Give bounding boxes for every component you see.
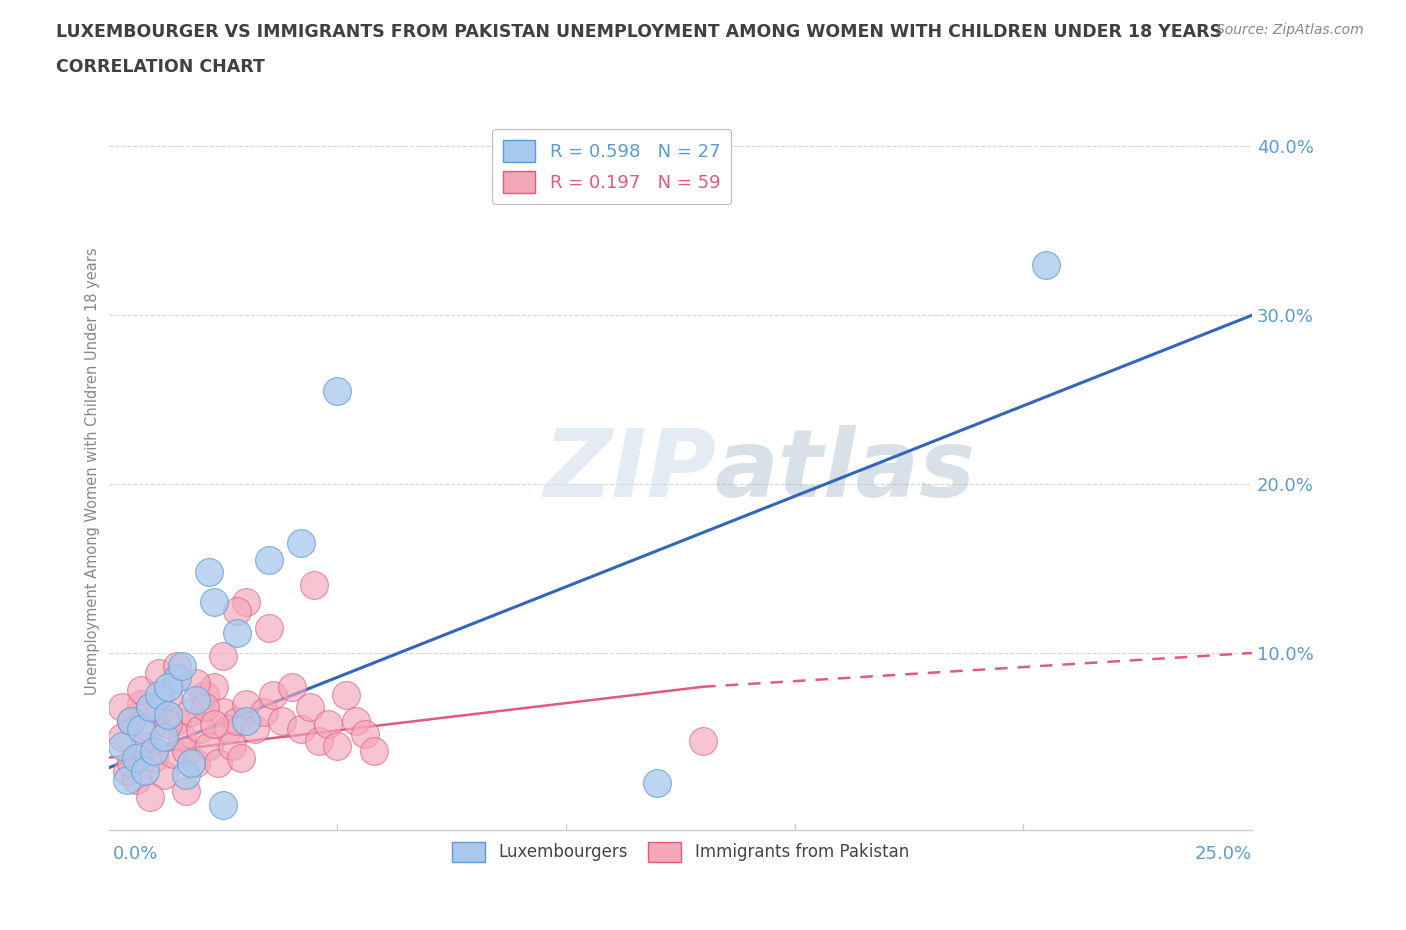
Point	[257, 620, 280, 635]
Point	[157, 679, 180, 694]
Point	[235, 595, 257, 610]
Point	[198, 738, 221, 753]
Point	[304, 578, 326, 593]
Point	[139, 722, 162, 737]
Point	[225, 625, 247, 640]
Point	[225, 713, 247, 728]
Point	[139, 699, 162, 714]
Point	[176, 767, 198, 782]
Point	[176, 743, 198, 758]
Point	[316, 716, 339, 731]
Point	[194, 688, 217, 703]
Point	[166, 713, 188, 728]
Point	[290, 722, 312, 737]
Point	[212, 798, 235, 813]
Point	[148, 705, 170, 720]
Point	[184, 676, 207, 691]
Point	[157, 708, 180, 723]
Point	[212, 705, 235, 720]
Point	[180, 705, 202, 720]
Point	[125, 772, 148, 787]
Point	[157, 688, 180, 703]
Point	[166, 671, 188, 685]
Point	[235, 697, 257, 711]
Point	[271, 713, 294, 728]
Point	[148, 666, 170, 681]
Point	[231, 751, 253, 765]
Point	[129, 683, 152, 698]
Text: atlas: atlas	[714, 425, 976, 517]
Point	[326, 738, 349, 753]
Point	[129, 697, 152, 711]
Point	[207, 755, 229, 770]
Point	[280, 679, 302, 694]
Point	[129, 722, 152, 737]
Point	[212, 649, 235, 664]
Point	[139, 789, 162, 804]
Point	[225, 604, 247, 618]
Point	[170, 659, 193, 674]
Point	[202, 595, 225, 610]
Y-axis label: Unemployment Among Women with Children Under 18 years: Unemployment Among Women with Children U…	[86, 247, 100, 696]
Point	[148, 688, 170, 703]
Point	[647, 776, 669, 790]
Point	[121, 713, 143, 728]
Point	[257, 552, 280, 567]
Point	[344, 713, 367, 728]
Point	[115, 772, 138, 787]
Point	[152, 730, 174, 745]
Point	[262, 688, 284, 703]
Point	[253, 705, 276, 720]
Point	[157, 716, 180, 731]
Point	[184, 693, 207, 708]
Point	[166, 659, 188, 674]
Point	[194, 699, 217, 714]
Point	[184, 755, 207, 770]
Point	[134, 764, 156, 778]
Point	[111, 738, 134, 753]
Point	[243, 722, 266, 737]
Point	[202, 716, 225, 731]
Text: 25.0%: 25.0%	[1195, 845, 1251, 863]
Text: LUXEMBOURGER VS IMMIGRANTS FROM PAKISTAN UNEMPLOYMENT AMONG WOMEN WITH CHILDREN : LUXEMBOURGER VS IMMIGRANTS FROM PAKISTAN…	[56, 23, 1222, 41]
Text: Source: ZipAtlas.com: Source: ZipAtlas.com	[1216, 23, 1364, 37]
Text: 0.0%: 0.0%	[114, 845, 159, 863]
Point	[290, 536, 312, 551]
Point	[298, 699, 321, 714]
Point	[217, 722, 239, 737]
Point	[143, 751, 166, 765]
Point	[202, 679, 225, 694]
Point	[1035, 258, 1057, 272]
Point	[170, 730, 193, 745]
Point	[692, 734, 714, 749]
Text: CORRELATION CHART: CORRELATION CHART	[56, 58, 266, 75]
Point	[111, 730, 134, 745]
Text: ZIP: ZIP	[543, 425, 716, 517]
Point	[308, 734, 330, 749]
Point	[221, 738, 243, 753]
Legend: Luxembourgers, Immigrants from Pakistan: Luxembourgers, Immigrants from Pakistan	[446, 835, 915, 869]
Point	[235, 713, 257, 728]
Point	[180, 755, 202, 770]
Point	[125, 751, 148, 765]
Point	[198, 565, 221, 579]
Point	[143, 743, 166, 758]
Point	[134, 738, 156, 753]
Point	[111, 699, 134, 714]
Point	[115, 764, 138, 778]
Point	[188, 722, 211, 737]
Point	[326, 384, 349, 399]
Point	[353, 726, 375, 741]
Point	[152, 767, 174, 782]
Point	[162, 747, 184, 762]
Point	[363, 743, 385, 758]
Point	[121, 755, 143, 770]
Point	[176, 784, 198, 799]
Point	[121, 713, 143, 728]
Point	[335, 688, 357, 703]
